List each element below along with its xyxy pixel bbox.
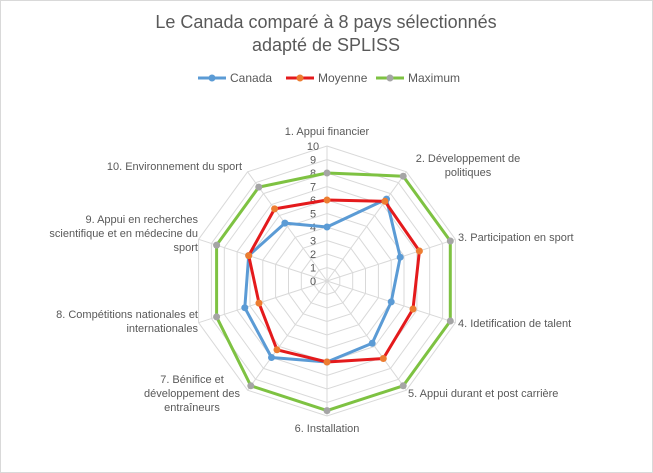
radar-grid <box>198 145 456 417</box>
data-point <box>271 205 279 213</box>
data-point <box>323 358 331 366</box>
grid-spoke <box>326 171 407 282</box>
data-point <box>446 237 454 245</box>
series-moyenne <box>245 196 423 366</box>
legend-label-moyenne: Moyenne <box>318 71 368 85</box>
chart-subtitle: adapté de SPLISS <box>252 35 400 55</box>
axis-labels: 1. Appui financier 2. Développement de pol… <box>49 126 573 435</box>
tick-label: 5 <box>310 209 316 221</box>
tick-label: 3 <box>310 236 316 248</box>
data-point <box>399 172 407 180</box>
axis-label: 9. Appui en recherches scientifique et en… <box>49 214 198 254</box>
axis-label: 5. Appui durant et post carrière <box>408 388 558 400</box>
data-point <box>273 346 281 354</box>
data-point <box>281 219 289 227</box>
grid-spoke <box>326 238 456 282</box>
legend-label-maximum: Maximum <box>408 71 460 85</box>
data-point <box>323 196 331 204</box>
data-point <box>446 317 454 325</box>
data-point <box>255 183 263 191</box>
data-point <box>379 355 387 362</box>
tick-label: 0 <box>310 276 316 288</box>
tick-label: 10 <box>307 141 319 153</box>
axis-label: 8. Compétitions nationales et internation… <box>56 309 198 335</box>
legend: Canada Moyenne Maximum <box>198 71 460 85</box>
data-point <box>381 197 389 205</box>
data-point <box>368 339 376 347</box>
grid-spoke <box>198 238 328 282</box>
chart-title: Le Canada comparé à 8 pays sélectionnés <box>155 12 496 32</box>
grid-spoke <box>247 171 328 282</box>
legend-label-canada: Canada <box>230 71 272 85</box>
data-point <box>241 304 249 312</box>
tick-label: 9 <box>310 155 316 167</box>
data-point <box>213 241 221 249</box>
axis-label: 1. Appui financier <box>285 126 370 138</box>
data-point <box>396 253 404 261</box>
data-point <box>409 305 417 313</box>
data-point <box>255 299 263 307</box>
data-point <box>213 313 221 321</box>
data-point <box>399 382 407 390</box>
series-maximum <box>213 169 454 415</box>
grid-spoke <box>247 280 328 391</box>
tick-label: 8 <box>310 168 316 180</box>
axis-label: 6. Installation <box>295 423 360 435</box>
axis-label: 2. Développement de politiques <box>416 153 521 179</box>
data-point <box>323 169 331 177</box>
data-point <box>323 407 331 415</box>
grid-spoke <box>326 280 407 391</box>
axis-label: 3. Participation en sport <box>458 232 574 244</box>
data-point <box>415 247 423 255</box>
tick-label: 4 <box>310 222 316 234</box>
series-layer <box>213 169 454 415</box>
data-point <box>245 252 253 260</box>
tick-label: 2 <box>310 249 316 261</box>
axis-label: 4. Idetification de talent <box>458 318 571 330</box>
legend-item-moyenne: Moyenne <box>286 71 368 85</box>
grid-spoke <box>198 280 328 324</box>
data-point <box>323 223 331 231</box>
data-point <box>247 382 255 390</box>
tick-label: 1 <box>310 263 316 275</box>
legend-item-canada: Canada <box>198 71 272 85</box>
data-point <box>387 298 395 306</box>
tick-label: 7 <box>310 182 316 194</box>
data-point <box>268 354 275 361</box>
legend-item-maximum: Maximum <box>376 71 460 85</box>
axis-label: 7. Bénifice et développement des entraîneu… <box>144 374 241 414</box>
axis-label: 10. Environnement du sport <box>107 161 242 173</box>
